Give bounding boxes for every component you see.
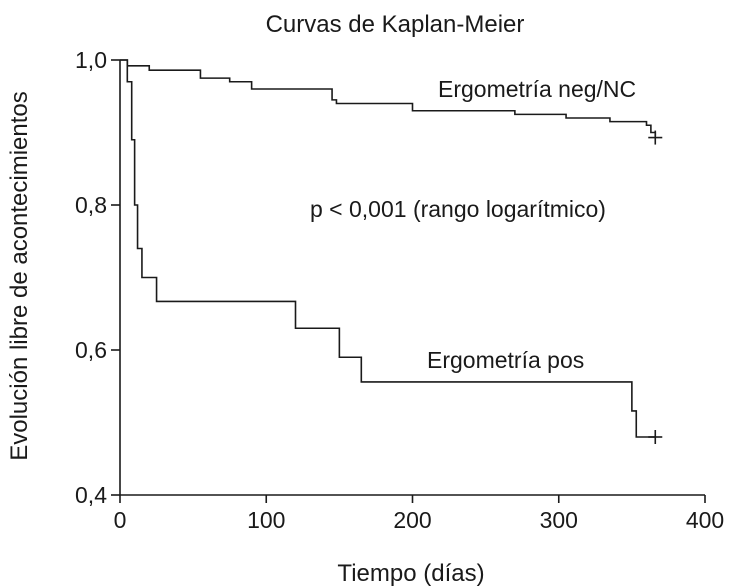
axis-frame bbox=[119, 60, 705, 496]
x-tick-label: 0 bbox=[114, 507, 127, 533]
p-value-annotation: p < 0,001 (rango logarítmico) bbox=[310, 196, 606, 222]
x-tick-label: 100 bbox=[247, 507, 285, 533]
y-tick-label: 0,6 bbox=[75, 337, 107, 363]
y-axis-label: Evolución libre de acontecimientos bbox=[6, 91, 33, 461]
x-tick-label: 200 bbox=[393, 507, 431, 533]
y-tick-label: 0,8 bbox=[75, 192, 107, 218]
axis-ticks: 0 100 200 300 400 0,4 0,6 0,8 1,0 bbox=[75, 47, 724, 533]
series-group bbox=[120, 59, 663, 444]
censor-mark bbox=[648, 430, 663, 444]
series-label-pos: Ergometría pos bbox=[427, 347, 584, 373]
censor-mark bbox=[648, 130, 663, 145]
survival-curve-pos bbox=[120, 59, 656, 438]
x-axis-label: Tiempo (días) bbox=[337, 560, 484, 587]
y-tick-label: 0,4 bbox=[75, 482, 107, 508]
x-tick-label: 400 bbox=[686, 507, 724, 533]
chart-title: Curvas de Kaplan-Meier bbox=[266, 11, 525, 38]
x-tick-label: 300 bbox=[540, 507, 578, 533]
axes bbox=[119, 60, 705, 496]
y-tick-label: 1,0 bbox=[75, 47, 107, 73]
survival-curve-neg bbox=[120, 59, 657, 137]
series-label-neg: Ergometría neg/NC bbox=[438, 76, 636, 102]
